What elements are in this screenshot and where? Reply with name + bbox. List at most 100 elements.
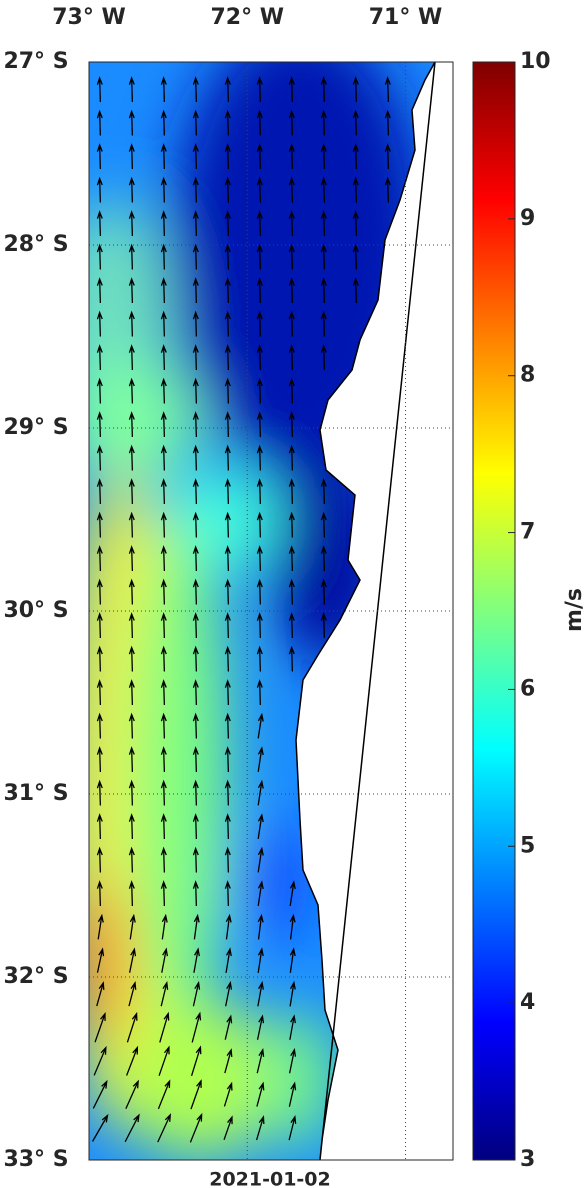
lat-tick-label: 28° S (3, 232, 68, 257)
wind-arrow (384, 76, 391, 103)
wind-arrow (161, 913, 168, 940)
wind-arrow (352, 176, 359, 203)
wind-arrow (160, 980, 169, 1007)
wind-arrow (320, 310, 327, 337)
wind-arrow (126, 1011, 138, 1043)
wind-arrow (128, 981, 137, 1007)
wind-arrow (128, 310, 135, 337)
wind-arrow (160, 344, 167, 371)
wind-arrow (224, 1014, 233, 1040)
wind-arrow (224, 712, 231, 739)
wind-arrow (96, 645, 103, 672)
wind-arrow (157, 1113, 172, 1143)
wind-arrow (96, 712, 103, 739)
wind-arrow (96, 310, 103, 337)
wind-arrow (256, 310, 263, 337)
wind-arrow (158, 1045, 170, 1076)
wind-arrow (320, 76, 327, 103)
wind-arrow (96, 947, 105, 973)
wind-arrow (96, 277, 103, 304)
wind-arrow (191, 1011, 202, 1043)
wind-arrow (124, 1113, 140, 1143)
wind-arrow (128, 210, 135, 237)
wind-arrow (224, 143, 231, 170)
wind-arrow (352, 243, 359, 270)
wind-arrow (320, 344, 327, 371)
wind-arrow (224, 545, 231, 572)
wind-arrow (128, 846, 135, 873)
wind-arrow (256, 545, 263, 572)
wind-arrow (192, 813, 199, 840)
wind-arrow (189, 1112, 203, 1143)
wind-arrow (128, 411, 135, 438)
wind-arrow (192, 344, 199, 371)
wind-arrow (256, 444, 263, 471)
wind-arrow (91, 1113, 109, 1142)
coastline (295, 61, 436, 1161)
wind-arrow (257, 712, 264, 739)
colorbar-label: m/s (562, 588, 587, 632)
wind-arrow (160, 846, 167, 873)
wind-arrow (192, 846, 199, 873)
wind-arrow (256, 578, 263, 605)
wind-arrow (160, 143, 167, 170)
wind-arrow (96, 444, 103, 471)
wind-arrow (160, 243, 167, 270)
wind-arrow (192, 76, 199, 103)
wind-arrow (192, 980, 201, 1007)
wind-arrow (320, 109, 327, 136)
wind-arrow (160, 545, 167, 572)
wind-arrow (256, 645, 263, 672)
wind-arrow (256, 243, 263, 270)
wind-arrow (256, 612, 263, 639)
wind-arrow (225, 913, 232, 940)
wind-arrow (288, 109, 295, 136)
wind-arrow (128, 143, 135, 170)
wind-arrow (224, 679, 231, 706)
wind-arrow (128, 779, 135, 806)
wind-arrow (288, 444, 295, 471)
wind-arrow (96, 846, 103, 873)
colorbar-tick-label: 8 (520, 363, 535, 388)
wind-arrow (161, 947, 169, 973)
date-label: 2021-01-02 (209, 1169, 331, 1188)
wind-arrow (224, 277, 231, 304)
wind-arrow (257, 813, 264, 839)
wind-field (89, 62, 435, 1160)
wind-arrow (157, 1079, 171, 1110)
wind-arrow (224, 377, 231, 404)
wind-arrow (225, 980, 233, 1007)
wind-arrow (192, 880, 199, 907)
colorbar-tick-label: 3 (520, 1147, 535, 1172)
wind-arrow (320, 176, 327, 203)
wind-arrow (128, 176, 135, 203)
wind-arrow (192, 679, 199, 706)
wind-arrow (352, 210, 359, 237)
wind-arrow (160, 377, 167, 404)
wind-arrow (255, 1115, 265, 1141)
wind-arrow (224, 411, 231, 438)
wind-arrow (256, 143, 263, 170)
colorbar-tick-label: 6 (520, 676, 535, 701)
wind-arrow (160, 712, 167, 739)
wind-arrow (160, 277, 167, 304)
wind-arrow (96, 210, 103, 237)
wind-arrow (224, 1048, 233, 1074)
wind-arrow (129, 913, 136, 940)
wind-arrow (288, 344, 295, 371)
wind-arrow (257, 880, 264, 906)
wind-arrow (288, 377, 295, 404)
wind-arrow (160, 779, 167, 806)
wind-arrow (128, 712, 135, 739)
wind-arrow (224, 310, 231, 337)
wind-arrow (288, 243, 295, 270)
wind-arrow (257, 980, 264, 1007)
wind-arrow (192, 478, 199, 505)
wind-arrow (192, 612, 199, 639)
wind-arrow (288, 645, 295, 672)
wind-arrow (192, 779, 199, 806)
wind-arrow (160, 444, 167, 471)
wind-arrow (96, 176, 103, 203)
wind-arrow (257, 846, 264, 873)
wind-arrow (192, 444, 199, 471)
